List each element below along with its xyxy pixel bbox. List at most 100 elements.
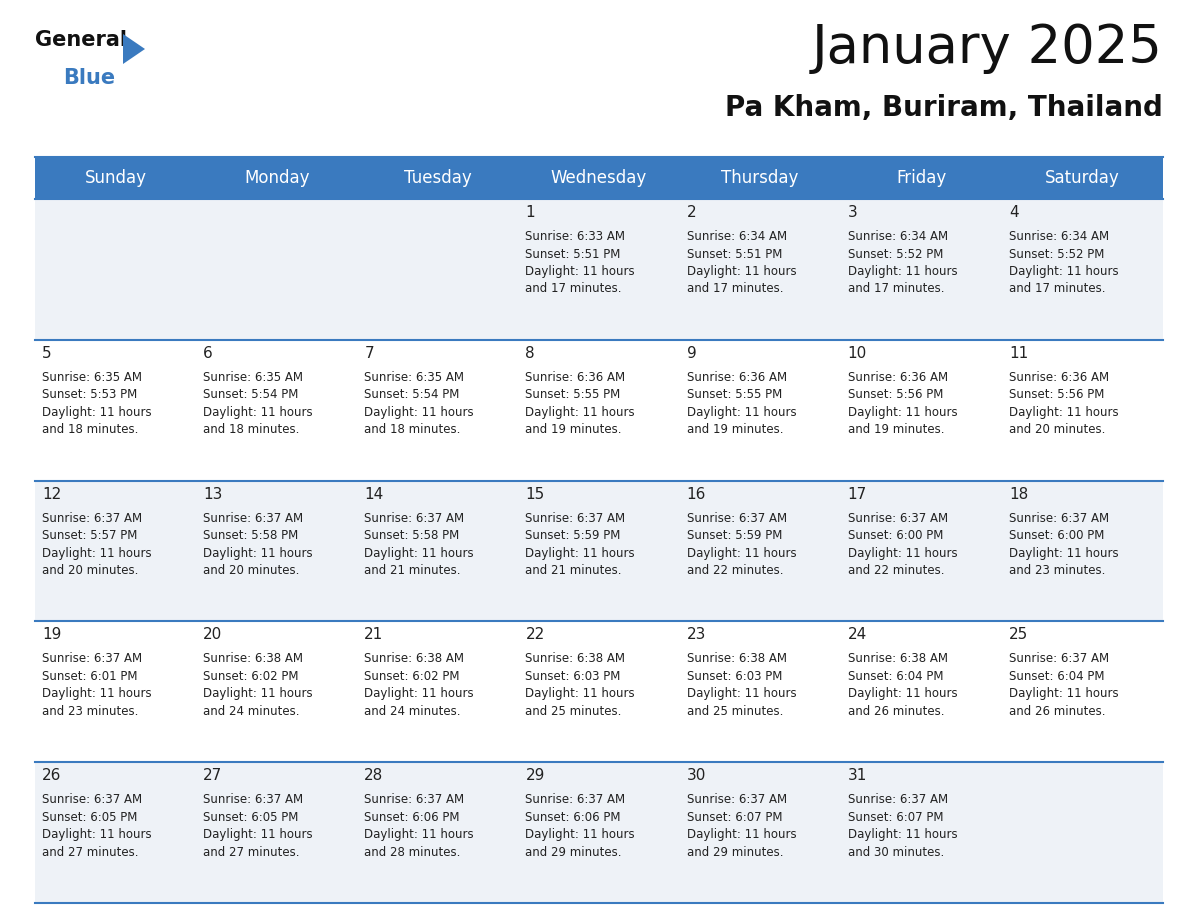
Bar <box>34 157 196 199</box>
Text: Daylight: 11 hours: Daylight: 11 hours <box>848 828 958 841</box>
Text: 13: 13 <box>203 487 222 501</box>
Bar <box>34 481 1163 621</box>
Text: Sunrise: 6:37 AM: Sunrise: 6:37 AM <box>525 793 626 806</box>
Text: Sunrise: 6:37 AM: Sunrise: 6:37 AM <box>525 511 626 524</box>
Text: Sunrise: 6:35 AM: Sunrise: 6:35 AM <box>203 371 303 384</box>
Text: 2: 2 <box>687 205 696 220</box>
Text: Daylight: 11 hours: Daylight: 11 hours <box>42 828 152 841</box>
Text: Sunrise: 6:37 AM: Sunrise: 6:37 AM <box>42 653 143 666</box>
Text: General: General <box>34 30 127 50</box>
Text: and 26 minutes.: and 26 minutes. <box>848 705 944 718</box>
Text: Sunset: 5:59 PM: Sunset: 5:59 PM <box>687 529 782 543</box>
Bar <box>34 199 1163 340</box>
Text: Sunset: 5:55 PM: Sunset: 5:55 PM <box>525 388 620 401</box>
Text: Sunset: 6:06 PM: Sunset: 6:06 PM <box>365 811 460 823</box>
Text: Sunset: 6:06 PM: Sunset: 6:06 PM <box>525 811 621 823</box>
Text: Daylight: 11 hours: Daylight: 11 hours <box>1009 688 1118 700</box>
Text: Sunrise: 6:35 AM: Sunrise: 6:35 AM <box>42 371 143 384</box>
Text: Sunrise: 6:38 AM: Sunrise: 6:38 AM <box>203 653 303 666</box>
Text: 22: 22 <box>525 627 544 643</box>
Text: Sunset: 6:07 PM: Sunset: 6:07 PM <box>848 811 943 823</box>
Bar <box>34 340 1163 481</box>
Text: and 21 minutes.: and 21 minutes. <box>365 564 461 577</box>
Text: and 22 minutes.: and 22 minutes. <box>687 564 783 577</box>
Text: 9: 9 <box>687 346 696 361</box>
Text: Sunset: 5:58 PM: Sunset: 5:58 PM <box>365 529 460 543</box>
Text: Daylight: 11 hours: Daylight: 11 hours <box>365 828 474 841</box>
Text: 5: 5 <box>42 346 51 361</box>
Text: and 18 minutes.: and 18 minutes. <box>42 423 138 436</box>
Text: Sunrise: 6:35 AM: Sunrise: 6:35 AM <box>365 371 465 384</box>
Text: and 30 minutes.: and 30 minutes. <box>848 845 944 858</box>
Text: Sunset: 6:02 PM: Sunset: 6:02 PM <box>365 670 460 683</box>
Text: 1: 1 <box>525 205 535 220</box>
Bar <box>34 621 1163 762</box>
Text: 20: 20 <box>203 627 222 643</box>
Text: Daylight: 11 hours: Daylight: 11 hours <box>525 546 636 560</box>
Text: and 20 minutes.: and 20 minutes. <box>42 564 138 577</box>
Text: Sunrise: 6:33 AM: Sunrise: 6:33 AM <box>525 230 625 243</box>
Text: Sunrise: 6:37 AM: Sunrise: 6:37 AM <box>203 511 303 524</box>
Text: and 25 minutes.: and 25 minutes. <box>687 705 783 718</box>
Text: Sunrise: 6:36 AM: Sunrise: 6:36 AM <box>1009 371 1108 384</box>
Text: and 19 minutes.: and 19 minutes. <box>848 423 944 436</box>
Text: 25: 25 <box>1009 627 1028 643</box>
Text: and 23 minutes.: and 23 minutes. <box>1009 564 1105 577</box>
Text: Daylight: 11 hours: Daylight: 11 hours <box>365 406 474 419</box>
Text: 30: 30 <box>687 768 706 783</box>
Bar <box>518 157 680 199</box>
Text: Sunrise: 6:38 AM: Sunrise: 6:38 AM <box>525 653 625 666</box>
Text: Sunrise: 6:34 AM: Sunrise: 6:34 AM <box>1009 230 1108 243</box>
Text: Sunset: 5:51 PM: Sunset: 5:51 PM <box>525 248 621 261</box>
Text: and 18 minutes.: and 18 minutes. <box>203 423 299 436</box>
Text: Sunrise: 6:36 AM: Sunrise: 6:36 AM <box>525 371 626 384</box>
Text: Daylight: 11 hours: Daylight: 11 hours <box>203 406 312 419</box>
Text: and 17 minutes.: and 17 minutes. <box>1009 283 1105 296</box>
Text: Sunset: 5:57 PM: Sunset: 5:57 PM <box>42 529 138 543</box>
Text: 16: 16 <box>687 487 706 501</box>
Text: 24: 24 <box>848 627 867 643</box>
Text: 15: 15 <box>525 487 544 501</box>
Text: Daylight: 11 hours: Daylight: 11 hours <box>42 546 152 560</box>
Text: Sunset: 5:52 PM: Sunset: 5:52 PM <box>848 248 943 261</box>
Text: 4: 4 <box>1009 205 1018 220</box>
Text: and 23 minutes.: and 23 minutes. <box>42 705 138 718</box>
Text: and 20 minutes.: and 20 minutes. <box>203 564 299 577</box>
Text: and 24 minutes.: and 24 minutes. <box>203 705 299 718</box>
Bar <box>1001 157 1163 199</box>
Text: 23: 23 <box>687 627 706 643</box>
Text: 29: 29 <box>525 768 545 783</box>
Text: Monday: Monday <box>244 169 309 187</box>
Text: Sunrise: 6:37 AM: Sunrise: 6:37 AM <box>687 793 786 806</box>
Text: Daylight: 11 hours: Daylight: 11 hours <box>525 688 636 700</box>
Text: 8: 8 <box>525 346 535 361</box>
Text: Daylight: 11 hours: Daylight: 11 hours <box>687 265 796 278</box>
Text: Saturday: Saturday <box>1045 169 1120 187</box>
Text: Sunset: 5:58 PM: Sunset: 5:58 PM <box>203 529 298 543</box>
Bar <box>841 157 1001 199</box>
Text: and 29 minutes.: and 29 minutes. <box>525 845 623 858</box>
Text: 3: 3 <box>848 205 858 220</box>
Text: Daylight: 11 hours: Daylight: 11 hours <box>203 688 312 700</box>
Text: Sunrise: 6:37 AM: Sunrise: 6:37 AM <box>848 511 948 524</box>
Text: and 24 minutes.: and 24 minutes. <box>365 705 461 718</box>
Text: Sunset: 5:56 PM: Sunset: 5:56 PM <box>1009 388 1104 401</box>
Text: Daylight: 11 hours: Daylight: 11 hours <box>365 688 474 700</box>
Text: Daylight: 11 hours: Daylight: 11 hours <box>42 406 152 419</box>
Text: Sunrise: 6:38 AM: Sunrise: 6:38 AM <box>848 653 948 666</box>
Text: Daylight: 11 hours: Daylight: 11 hours <box>687 546 796 560</box>
Text: 19: 19 <box>42 627 62 643</box>
Text: Sunrise: 6:37 AM: Sunrise: 6:37 AM <box>1009 653 1108 666</box>
Text: Daylight: 11 hours: Daylight: 11 hours <box>848 406 958 419</box>
Text: Daylight: 11 hours: Daylight: 11 hours <box>1009 546 1118 560</box>
Text: Sunday: Sunday <box>84 169 146 187</box>
Bar <box>358 157 518 199</box>
Text: Wednesday: Wednesday <box>551 169 647 187</box>
Text: Tuesday: Tuesday <box>404 169 472 187</box>
Text: Sunset: 6:00 PM: Sunset: 6:00 PM <box>848 529 943 543</box>
Text: Sunset: 6:03 PM: Sunset: 6:03 PM <box>687 670 782 683</box>
Text: Sunrise: 6:36 AM: Sunrise: 6:36 AM <box>687 371 786 384</box>
Text: 18: 18 <box>1009 487 1028 501</box>
Text: and 19 minutes.: and 19 minutes. <box>687 423 783 436</box>
Text: 11: 11 <box>1009 346 1028 361</box>
